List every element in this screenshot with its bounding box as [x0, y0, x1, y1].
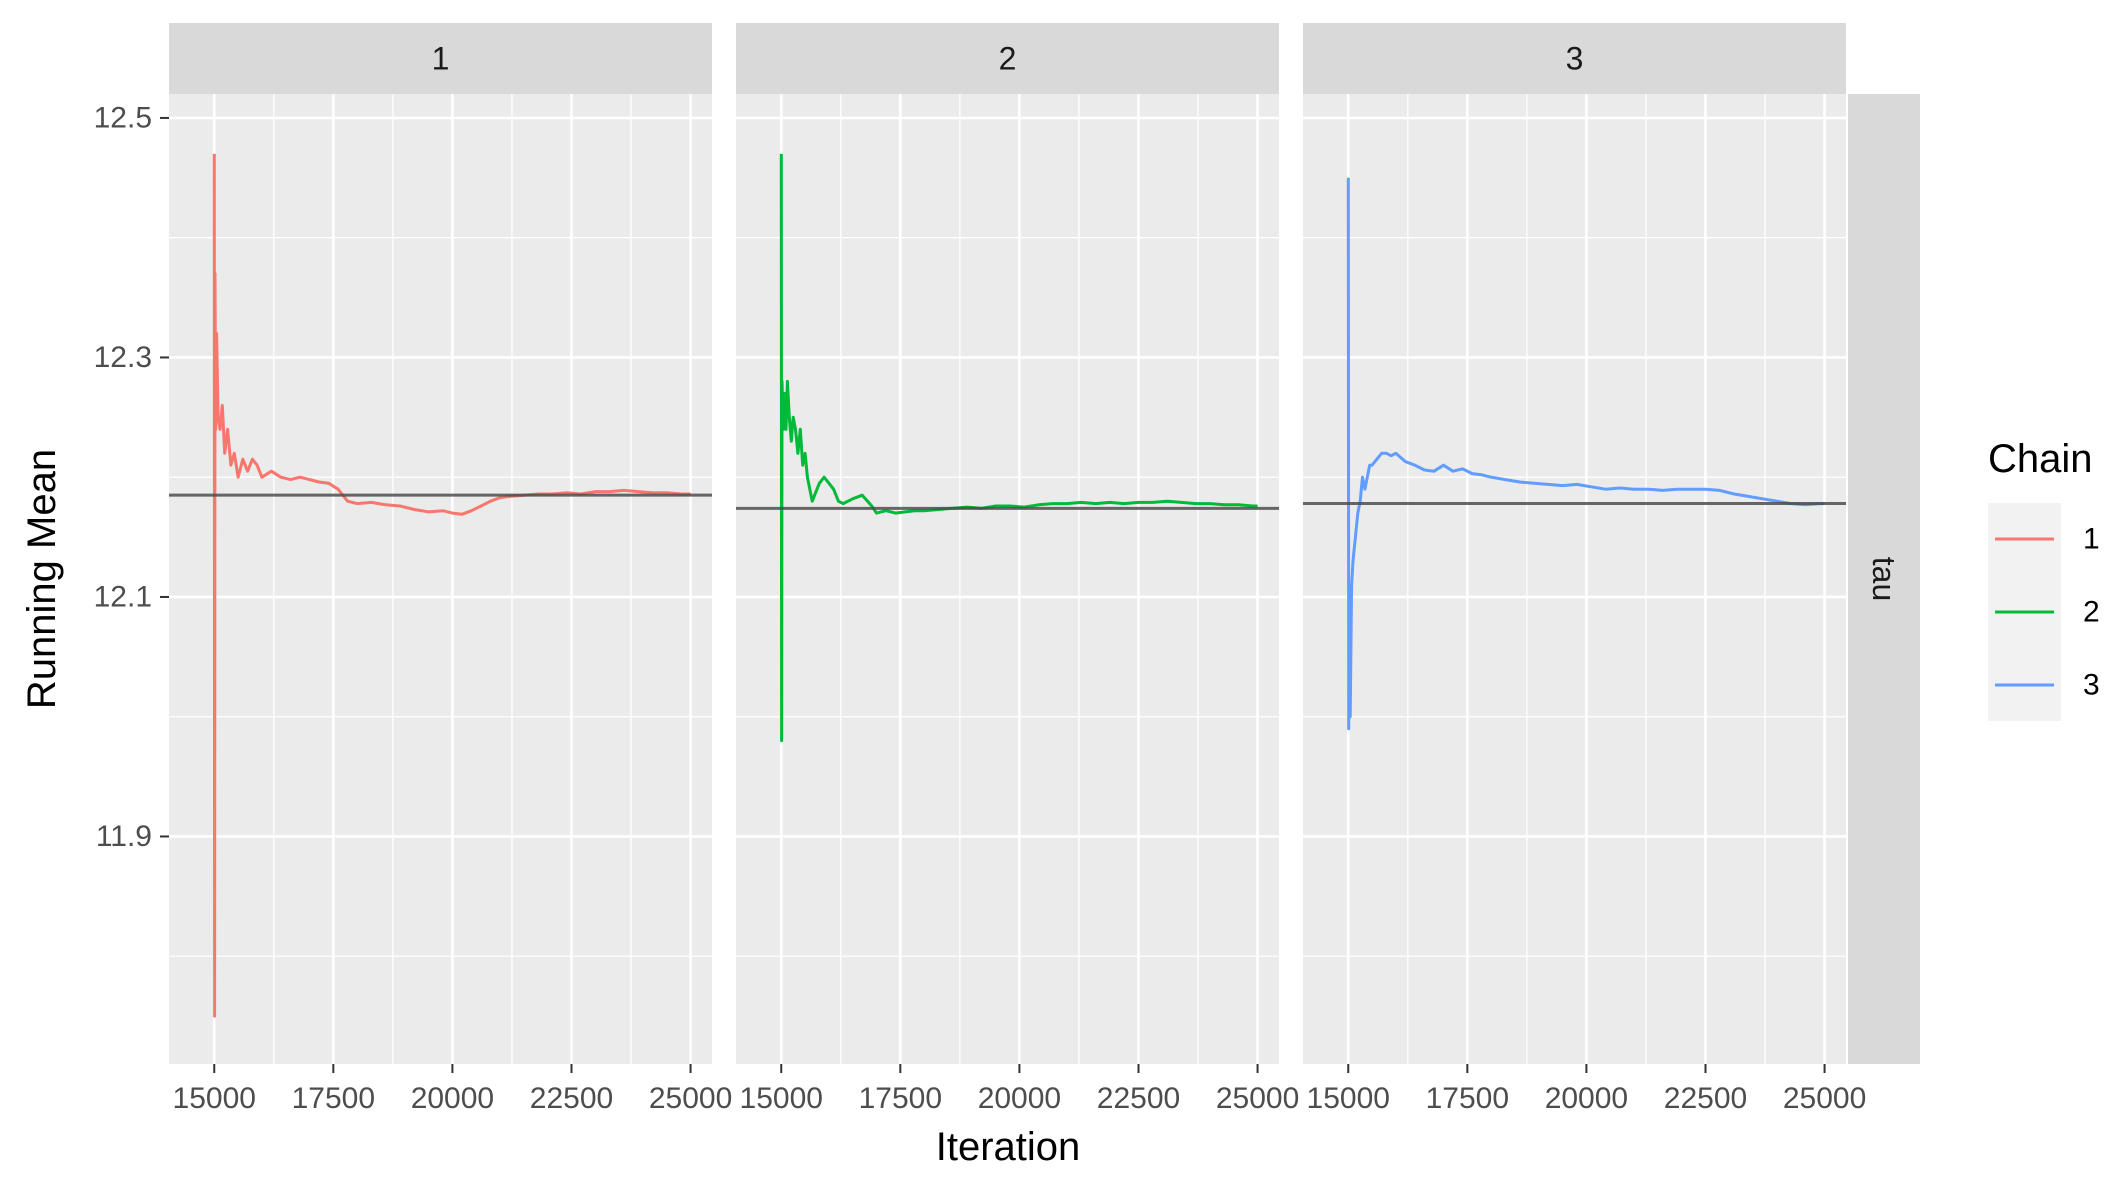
facet-panel-3: 3 15000 17500 20000 22500 25000 — [1303, 23, 1866, 1115]
facet-panels: 1 15000 17500 20000 22500 25000 2 15000 17500 200… — [169, 23, 1866, 1115]
series-line-chain-1 — [212, 153, 691, 1018]
row-strip-label: tau — [1866, 557, 1902, 601]
panel-background — [1303, 94, 1846, 1064]
strip-background — [1303, 23, 1846, 94]
x-tick-label: 22500 — [530, 1082, 613, 1115]
strip-background — [169, 23, 712, 94]
legend-label-chain-3: 3 — [2083, 669, 2100, 702]
x-tick-label: 25000 — [1783, 1082, 1866, 1115]
x-tick-label: 22500 — [1097, 1082, 1180, 1115]
x-tick-label: 20000 — [1545, 1082, 1628, 1115]
y-tick-label: 11.9 — [96, 820, 152, 853]
x-axis-title: Iteration — [936, 1125, 1081, 1169]
y-axis: 11.9 12.1 12.3 12.5 — [94, 101, 169, 853]
strip-label: 3 — [1566, 41, 1584, 77]
x-tick-label: 15000 — [740, 1082, 823, 1115]
series-line-chain-3 — [1346, 177, 1825, 731]
legend: Chain 1 2 3 — [1988, 437, 2100, 721]
panel-background — [169, 94, 712, 1064]
x-tick-label: 17500 — [859, 1082, 942, 1115]
x-tick-label: 15000 — [173, 1082, 256, 1115]
y-tick-label: 12.3 — [94, 341, 152, 374]
row-strip-background — [1848, 94, 1920, 1064]
panel-background — [736, 94, 1279, 1064]
y-tick-label: 12.1 — [94, 580, 152, 613]
x-tick-label: 20000 — [411, 1082, 494, 1115]
x-tick-label: 17500 — [292, 1082, 375, 1115]
strip-background — [736, 23, 1279, 94]
facet-panel-1: 1 15000 17500 20000 22500 25000 — [169, 23, 732, 1115]
legend-label-chain-1: 1 — [2083, 523, 2100, 556]
x-tick-label: 20000 — [978, 1082, 1061, 1115]
strip-label: 1 — [432, 41, 450, 77]
row-strip: tau — [1848, 94, 1920, 1064]
legend-label-chain-2: 2 — [2083, 596, 2100, 629]
x-tick-label: 25000 — [1216, 1082, 1299, 1115]
x-tick-label: 17500 — [1426, 1082, 1509, 1115]
x-tick-label: 25000 — [649, 1082, 732, 1115]
series-line-chain-2 — [779, 153, 1258, 743]
x-tick-label: 22500 — [1664, 1082, 1747, 1115]
legend-title: Chain — [1988, 437, 2093, 481]
facet-panel-2: 2 15000 17500 20000 22500 25000 — [736, 23, 1299, 1115]
strip-label: 2 — [999, 41, 1017, 77]
y-axis-title: Running Mean — [20, 449, 64, 709]
y-tick-label: 12.5 — [94, 101, 152, 134]
x-tick-label: 15000 — [1307, 1082, 1390, 1115]
